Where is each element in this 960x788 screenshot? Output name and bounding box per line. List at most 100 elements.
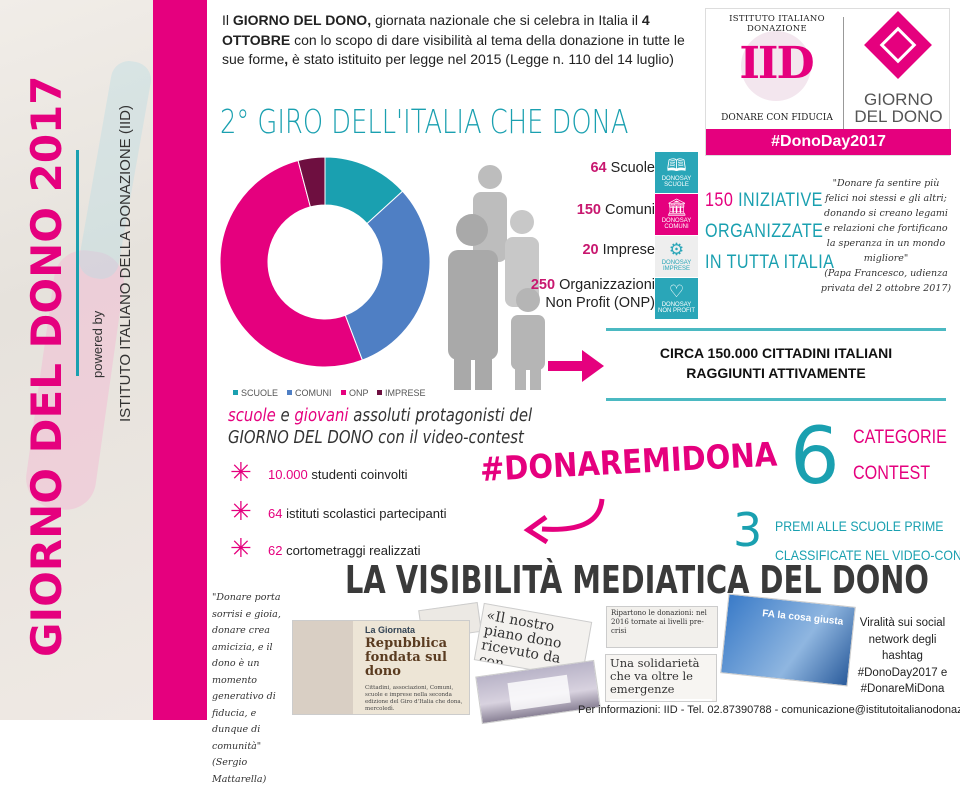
icon-box-comuni: 🏛 DONOSAY COMUNI — [655, 194, 698, 235]
prizes-line: PREMI ALLE SCUOLE PRIME — [775, 518, 944, 534]
side-panel: GIORNO DEL DONO 2017 powered by ISTITUTO… — [0, 0, 153, 720]
media-title: LA VISIBILITÀ MEDIATICA DEL DONO — [345, 558, 929, 602]
citizens-line: RAGGIUNTI ATTIVAMENTE — [686, 365, 866, 381]
clipping-headline: «Il nostro piano dono ricevuto da con — [477, 607, 563, 673]
bullet-number: 62 — [268, 543, 283, 558]
clipping-headline: Ripartono le donazioni: nel 2016 tornate… — [611, 609, 707, 635]
prizes-number: 3 — [733, 503, 763, 557]
clipping-body: Cittadini, associazioni, Comuni, scuole … — [365, 685, 463, 712]
stat-number: 20 — [582, 242, 599, 258]
icon-box-text: DONOSAY — [661, 176, 692, 182]
video-contest-heading: scuole e giovani assoluti protagonisti d… — [228, 405, 532, 449]
bullet-text: cortometraggi realizzati — [282, 543, 421, 558]
stat-onp: 250 Organizzazioni Non Profit (ONP) — [531, 276, 655, 312]
icon-box-text: COMUNI — [664, 224, 689, 230]
stat-label: Comuni — [605, 202, 655, 218]
person-icon — [448, 214, 498, 390]
initiatives-text: 150 INIZIATIVE ORGANIZZATE IN TUTTA ITALIA — [705, 185, 834, 278]
legend-label: COMUNI — [295, 388, 332, 398]
stat-number: 64 — [590, 160, 607, 176]
iid-arc-text: ISTITUTO ITALIANO DONAZIONE — [729, 14, 825, 34]
iid-tagline: DONARE CON FIDUCIA — [721, 113, 833, 123]
people-illustration — [448, 165, 545, 390]
donut-slice-imprese — [297, 156, 326, 208]
icon-box-text: DONOSAY — [661, 260, 692, 266]
iid-circle — [741, 31, 811, 101]
town-hall-icon: 🏛 — [665, 198, 688, 217]
contest-line: CATEGORIE — [853, 427, 947, 448]
asterisk-icon: ✳ — [230, 457, 252, 487]
divider — [606, 328, 946, 331]
press-clipping: Ripartono le donazioni: nel 2016 tornate… — [606, 606, 718, 648]
prizes-label: PREMI ALLE SCUOLE PRIME CLASSIFICATE NEL … — [775, 512, 960, 570]
arrow-right-icon — [548, 350, 604, 382]
person-icon — [511, 288, 545, 390]
mattarella-quote: "Donare porta sorrisi e gioia, donare cr… — [212, 590, 290, 788]
intro-part: Il — [222, 12, 233, 28]
quote-author: (Papa Francesco, udienza privata del 2 o… — [820, 268, 952, 294]
donut-slice-comuni — [344, 190, 431, 361]
footer-contact: Per informazioni: IID - Tel. 02.87390788… — [578, 704, 960, 716]
gdd-line2: DEL DONO — [854, 107, 943, 126]
intro-bold: 4 OTTOBRE — [222, 12, 650, 48]
stat-scuole: 64 Scuole — [590, 159, 655, 177]
intro-part: è stato istituito per legge nel 2015 (Le… — [288, 51, 674, 67]
clipping-headline: Repubblica fondata sul dono — [365, 636, 448, 679]
legend-label: SCUOLE — [241, 388, 278, 398]
gdd-logo-text: GIORNO DEL DONO — [846, 91, 951, 125]
press-clipping: Una solidarietà che va oltre le emergenz… — [605, 654, 717, 702]
clipping-headline: Una solidarietà che va oltre le emergenz… — [610, 656, 700, 696]
stat-label: Non Profit (ONP) — [545, 295, 655, 311]
dono-day-hashtag: #DonoDay2017 — [706, 129, 951, 155]
intro-bold: , — [284, 51, 289, 67]
icon-box-scuole: 🕮 DONOSAY SCUOLE — [655, 152, 698, 193]
photo-placeholder — [293, 621, 353, 714]
tv-caption: FA la cosa giusta — [761, 608, 844, 628]
heart-icon: ♡ — [668, 282, 685, 301]
stat-comuni: 150 Comuni — [577, 201, 655, 219]
social-virality: Viralità sui social network degli hashta… — [857, 617, 948, 695]
gears-icon: ⚙ — [668, 240, 685, 259]
initiatives-line: ORGANIZZATE — [705, 221, 824, 242]
asterisk-icon: ✳ — [230, 496, 252, 526]
initiatives-line: INIZIATIVE — [733, 190, 823, 211]
bullet-number: 10.000 — [268, 467, 308, 482]
diamond-logo-icon — [864, 11, 932, 79]
stat-label: Imprese — [602, 242, 655, 258]
asterisk-icon: ✳ — [230, 533, 252, 563]
icon-box-text: DONOSAY — [661, 218, 692, 224]
icon-box-text: DONOSAY — [661, 302, 692, 308]
logo-block: ISTITUTO ITALIANO DONAZIONE IID DONARE C… — [705, 8, 951, 156]
intro-text: Il GIORNO DEL DONO, giornata nazionale c… — [222, 11, 692, 70]
contest-number: 6 — [790, 412, 840, 502]
book-icon: 🕮 — [666, 156, 687, 175]
initiatives-number: 150 — [705, 190, 734, 211]
curved-arrow-icon — [523, 498, 605, 545]
initiatives-line: IN TUTTA ITALIA — [705, 252, 835, 273]
bullet-text: istituti scolastici partecipanti — [282, 506, 447, 521]
bullet-number: 64 — [268, 506, 283, 521]
powered-by: powered by — [90, 310, 105, 378]
stat-label: Scuole — [610, 160, 655, 176]
highlight-word: giovani — [294, 406, 349, 426]
stat-number: 150 — [576, 202, 601, 218]
tv-still: FA la cosa giusta — [720, 593, 856, 687]
legend-label: IMPRESE — [385, 388, 426, 398]
side-title: GIORNO DEL DONO 2017 — [22, 75, 71, 657]
bullet-text: studenti coinvolti — [307, 467, 408, 482]
citizens-reached: CIRCA 150.000 CITTADINI ITALIANI RAGGIUNT… — [606, 343, 946, 383]
person-icon — [473, 165, 507, 262]
pope-quote: "Donare fa sentire più felici noi stessi… — [820, 176, 952, 296]
side-divider — [76, 150, 79, 376]
intro-part: giornata nazionale che si celebra in Ita… — [371, 12, 642, 28]
legend-swatch — [341, 390, 346, 395]
legend-swatch — [287, 390, 292, 395]
stat-label: Organizzazioni — [559, 277, 655, 293]
highlight-word: scuole — [228, 406, 276, 426]
legend-label: ONP — [349, 388, 369, 398]
icon-box-text: IMPRESE — [662, 266, 690, 272]
citizens-line: CIRCA 150.000 CITTADINI ITALIANI — [659, 345, 893, 361]
legend-swatch — [233, 390, 238, 395]
section-title: 2° GIRO DELL'ITALIA CHE DONA — [220, 102, 629, 141]
icon-box-text: NON PROFIT — [658, 308, 695, 314]
